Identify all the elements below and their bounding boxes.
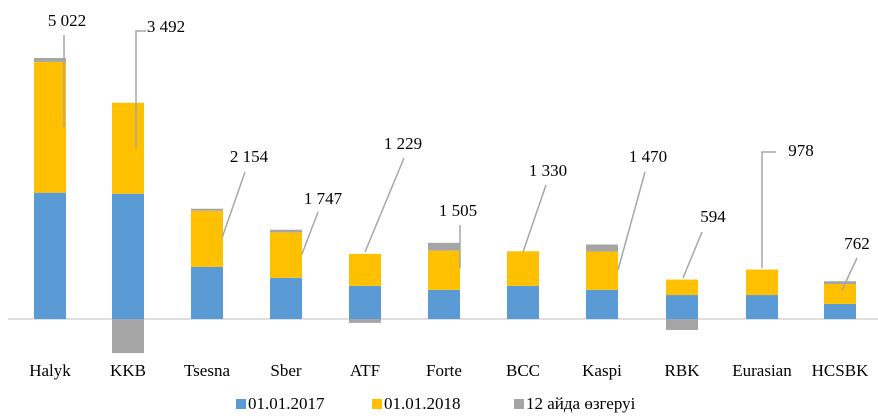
- bar-segment: [746, 295, 778, 319]
- bar-segment: [34, 58, 66, 62]
- bar-segment: [824, 303, 856, 319]
- bar-segment: [666, 279, 698, 296]
- data-label: 1 229: [384, 134, 422, 153]
- bar-segment: [586, 251, 618, 290]
- legend-label: 12 айда өзгеруі: [526, 394, 636, 413]
- bar-segment: [191, 266, 223, 319]
- bar-segment: [586, 244, 618, 252]
- data-label: 5 022: [48, 11, 86, 30]
- x-tick-label: BCC: [506, 361, 540, 380]
- legend-swatch: [514, 399, 524, 409]
- bar-segment: [507, 285, 539, 319]
- callout-line: [221, 171, 246, 239]
- callout-line: [761, 151, 776, 268]
- bar-segment: [112, 102, 144, 194]
- data-label: 1 470: [629, 147, 667, 166]
- x-tick-label: ATF: [350, 361, 380, 380]
- data-label: 1 747: [304, 189, 343, 208]
- bar-segment: [428, 289, 460, 319]
- callout-line: [135, 30, 146, 148]
- bar-segment: [666, 319, 698, 330]
- callout-line: [617, 171, 646, 271]
- bar-segment: [112, 319, 144, 354]
- callout-line: [841, 257, 858, 291]
- legend-label: 01.01.2017: [248, 394, 325, 413]
- x-tick-label: Forte: [426, 361, 462, 380]
- callout-line: [682, 231, 703, 279]
- bar-segment: [824, 284, 856, 304]
- x-tick-label: Kaspi: [582, 361, 622, 380]
- callout-line: [301, 211, 319, 255]
- legend-swatch: [236, 399, 246, 409]
- x-tick-label: KKB: [110, 361, 146, 380]
- data-label: 1 330: [529, 161, 567, 180]
- data-label: 1 505: [439, 201, 477, 220]
- legend-swatch: [372, 399, 382, 409]
- data-label: 3 492: [147, 17, 185, 36]
- bar-segment: [191, 208, 223, 211]
- x-tick-label: Eurasian: [732, 361, 792, 380]
- bar-segment: [349, 285, 381, 319]
- data-label: 978: [788, 141, 814, 160]
- bar-segment: [428, 242, 460, 251]
- bar-segment: [270, 277, 302, 319]
- x-tick-label: Tsesna: [184, 361, 230, 380]
- data-label: 2 154: [230, 147, 269, 166]
- bar-segment: [666, 295, 698, 319]
- bar-segment: [507, 251, 539, 286]
- legend-label: 01.01.2018: [384, 394, 461, 413]
- bar-segment: [428, 250, 460, 290]
- bar-segment: [746, 269, 778, 296]
- bar-segment: [34, 192, 66, 319]
- callout-line: [364, 157, 405, 253]
- x-tick-label: Halyk: [29, 361, 71, 380]
- data-label: 594: [700, 207, 726, 226]
- bar-segment: [191, 210, 223, 267]
- x-tick-label: RBK: [665, 361, 701, 380]
- bar-segment: [34, 61, 66, 193]
- bar-segment: [270, 232, 302, 278]
- callout-line: [522, 184, 547, 253]
- bar-segment: [586, 289, 618, 319]
- bar-segment: [349, 319, 381, 323]
- data-label: 762: [844, 234, 870, 253]
- bar-segment: [349, 253, 381, 286]
- bar-segment: [824, 281, 856, 285]
- bar-segment: [270, 229, 302, 233]
- x-tick-label: HCSBK: [812, 361, 869, 380]
- x-tick-label: Sber: [270, 361, 302, 380]
- bar-segment: [112, 193, 144, 319]
